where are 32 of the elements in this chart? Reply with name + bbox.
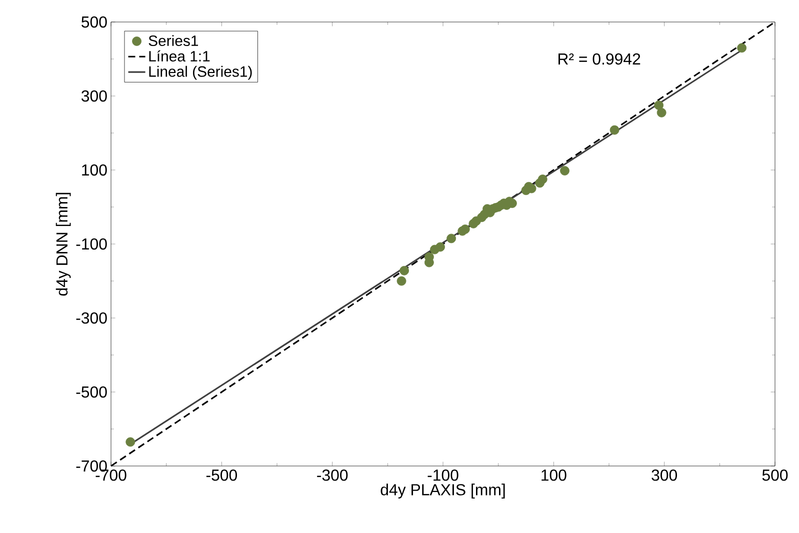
point: [610, 125, 620, 135]
y-tick-label: 500: [82, 16, 107, 28]
legend-label: Línea 1:1: [149, 50, 210, 62]
point: [538, 174, 548, 184]
legend-label: Lineal (Series1): [149, 66, 252, 80]
y-axis-title: d4y DNN [mm]: [56, 192, 71, 296]
x-tick-label: -700: [96, 470, 126, 481]
point: [400, 266, 409, 276]
x-tick-label: 300: [652, 470, 677, 481]
x-tick-label: -500: [206, 470, 237, 481]
x-axis-title: d4y PLAXIS [mm]: [380, 484, 505, 499]
x-tick-label: -300: [317, 470, 348, 481]
y-tick-label: -100: [76, 238, 107, 250]
y-tick-label: 100: [82, 164, 107, 176]
x-tick-label: 100: [542, 470, 566, 481]
y-tick-label: -700: [76, 460, 107, 472]
point: [656, 108, 666, 118]
point: [460, 224, 470, 234]
y-tick-label: -300: [76, 312, 107, 324]
y-tick-label: -500: [76, 386, 107, 398]
point: [126, 437, 136, 447]
y-tick-label: 300: [81, 90, 107, 102]
point: [654, 100, 664, 110]
legend-label: Series1: [148, 35, 198, 46]
point: [737, 43, 747, 53]
point: [436, 242, 445, 252]
x-tick-label: -100: [428, 470, 458, 481]
x-tick-label: 500: [762, 470, 788, 481]
point: [396, 276, 406, 286]
point: [560, 166, 570, 176]
annotation: R² = 0.9942: [558, 53, 640, 65]
point: [446, 234, 456, 244]
